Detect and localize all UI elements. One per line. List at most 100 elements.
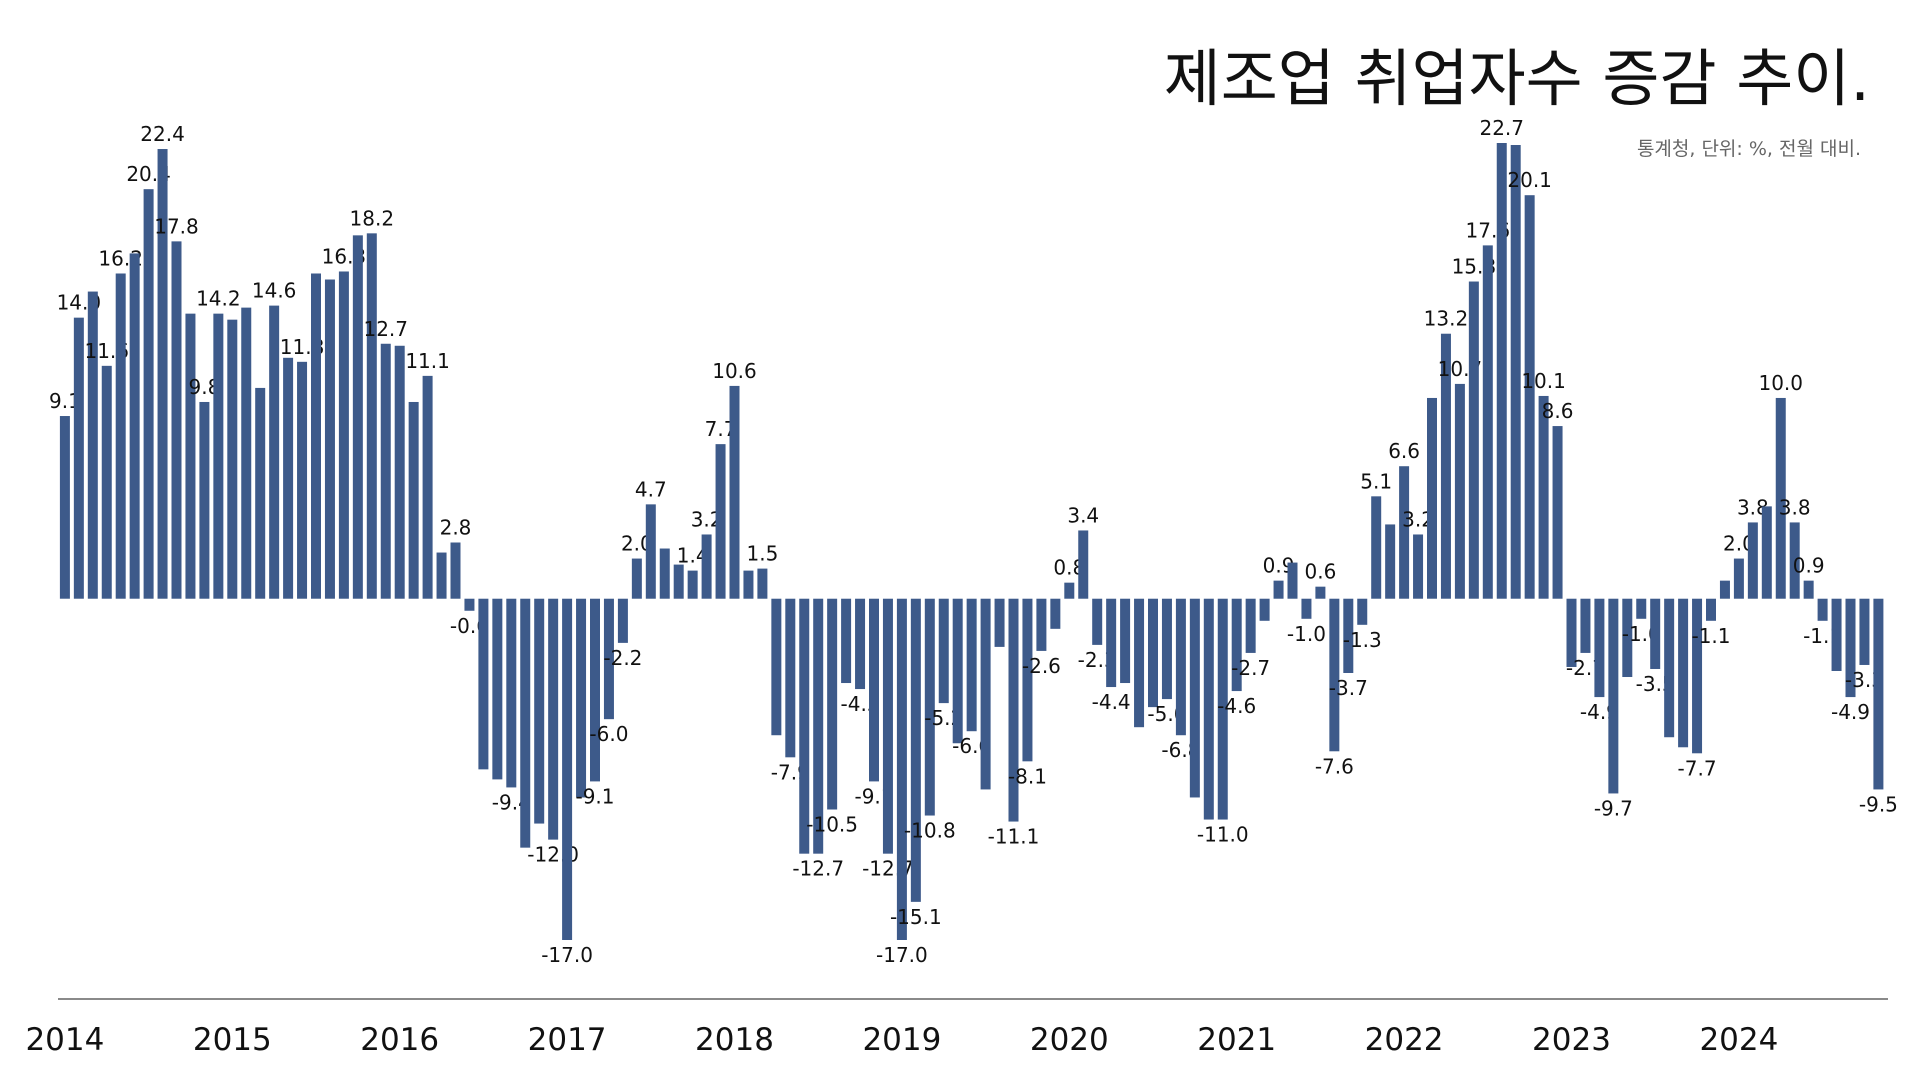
bar bbox=[701, 534, 712, 599]
bar bbox=[311, 273, 321, 599]
bar bbox=[1468, 281, 1479, 599]
bar bbox=[436, 552, 447, 599]
value-label: 13.2 bbox=[1424, 307, 1469, 331]
value-label: -4.4 bbox=[1092, 690, 1131, 714]
bar bbox=[841, 598, 852, 684]
x-tick-label: 2023 bbox=[1532, 1022, 1611, 1058]
bar bbox=[1524, 195, 1535, 599]
bar bbox=[1301, 598, 1312, 619]
value-label: 22.7 bbox=[1479, 116, 1524, 140]
x-tick-label: 2014 bbox=[25, 1022, 104, 1058]
bar bbox=[157, 149, 168, 599]
bar bbox=[324, 279, 335, 599]
value-label: 10.0 bbox=[1758, 371, 1803, 395]
bar bbox=[896, 598, 907, 940]
bar bbox=[1664, 598, 1675, 738]
bar bbox=[1580, 598, 1591, 653]
bar bbox=[938, 598, 949, 704]
bar bbox=[1482, 245, 1493, 599]
value-label: -10.8 bbox=[904, 819, 956, 843]
bar bbox=[408, 401, 419, 599]
bar bbox=[422, 375, 433, 599]
bar bbox=[1719, 580, 1730, 599]
bar bbox=[115, 273, 126, 599]
value-label: 0.6 bbox=[1304, 560, 1336, 584]
bar bbox=[590, 598, 600, 782]
bar bbox=[813, 598, 824, 854]
value-label: -2.6 bbox=[1022, 654, 1061, 678]
x-tick-label: 2021 bbox=[1197, 1022, 1276, 1058]
bar bbox=[59, 416, 70, 599]
bar bbox=[1287, 562, 1298, 599]
bar bbox=[994, 598, 1005, 647]
bar bbox=[1775, 397, 1786, 599]
bar bbox=[645, 504, 656, 599]
bar bbox=[241, 307, 252, 599]
bar bbox=[1175, 598, 1186, 736]
bar bbox=[283, 357, 294, 599]
bar bbox=[548, 598, 559, 840]
bar bbox=[1231, 598, 1242, 692]
bar bbox=[185, 313, 196, 599]
bar bbox=[1552, 426, 1563, 599]
value-label: 6.6 bbox=[1388, 439, 1420, 463]
bar bbox=[980, 598, 991, 790]
value-label: -4.6 bbox=[1217, 694, 1256, 718]
bar bbox=[478, 598, 489, 770]
value-label: -1.0 bbox=[1287, 622, 1326, 646]
value-label: -15.1 bbox=[890, 905, 942, 929]
bar bbox=[1608, 598, 1619, 794]
bar bbox=[1385, 524, 1396, 599]
bar bbox=[1315, 586, 1326, 599]
bar bbox=[1203, 598, 1214, 820]
value-label: -17.0 bbox=[541, 943, 593, 967]
bar bbox=[1789, 522, 1800, 599]
bar bbox=[380, 343, 391, 599]
value-label: 18.2 bbox=[350, 206, 395, 230]
value-label: 2.8 bbox=[440, 516, 472, 540]
value-label: -10.5 bbox=[806, 813, 858, 837]
bar bbox=[1678, 598, 1689, 748]
x-tick-label: 2024 bbox=[1699, 1022, 1778, 1058]
value-label: -2.7 bbox=[1231, 656, 1270, 680]
bar bbox=[143, 189, 154, 599]
bar bbox=[213, 313, 224, 599]
bar bbox=[1329, 598, 1340, 752]
bar bbox=[1803, 580, 1814, 599]
bar bbox=[1245, 598, 1256, 653]
bar bbox=[352, 235, 363, 599]
bar bbox=[715, 444, 726, 599]
value-label: 4.7 bbox=[635, 477, 667, 501]
value-label: -9.5 bbox=[1859, 792, 1898, 816]
bar bbox=[129, 253, 140, 599]
x-tick-label: 2022 bbox=[1365, 1022, 1444, 1058]
bar bbox=[1636, 598, 1647, 619]
bar bbox=[1845, 598, 1856, 698]
bar bbox=[1343, 598, 1354, 673]
bar bbox=[576, 598, 587, 798]
bar bbox=[1594, 598, 1605, 698]
bar bbox=[1706, 598, 1716, 621]
bar bbox=[1259, 598, 1270, 621]
bar bbox=[338, 271, 349, 599]
bar bbox=[1761, 506, 1772, 599]
bar bbox=[771, 598, 782, 736]
bar bbox=[1022, 598, 1033, 762]
value-label: 11.1 bbox=[405, 349, 450, 373]
bar bbox=[1273, 580, 1284, 599]
value-label: -6.0 bbox=[589, 722, 628, 746]
bar bbox=[73, 317, 84, 599]
value-label: -7.6 bbox=[1315, 754, 1354, 778]
bar bbox=[1566, 598, 1577, 667]
bar bbox=[1399, 466, 1410, 599]
value-label: 22.4 bbox=[140, 122, 185, 146]
bar bbox=[520, 598, 531, 848]
x-tick-label: 2015 bbox=[193, 1022, 272, 1058]
bar bbox=[1440, 333, 1451, 599]
bar bbox=[966, 598, 977, 732]
bar bbox=[952, 598, 963, 744]
value-label: 8.6 bbox=[1542, 399, 1574, 423]
bar bbox=[1873, 598, 1884, 790]
value-label: 14.6 bbox=[252, 279, 297, 303]
